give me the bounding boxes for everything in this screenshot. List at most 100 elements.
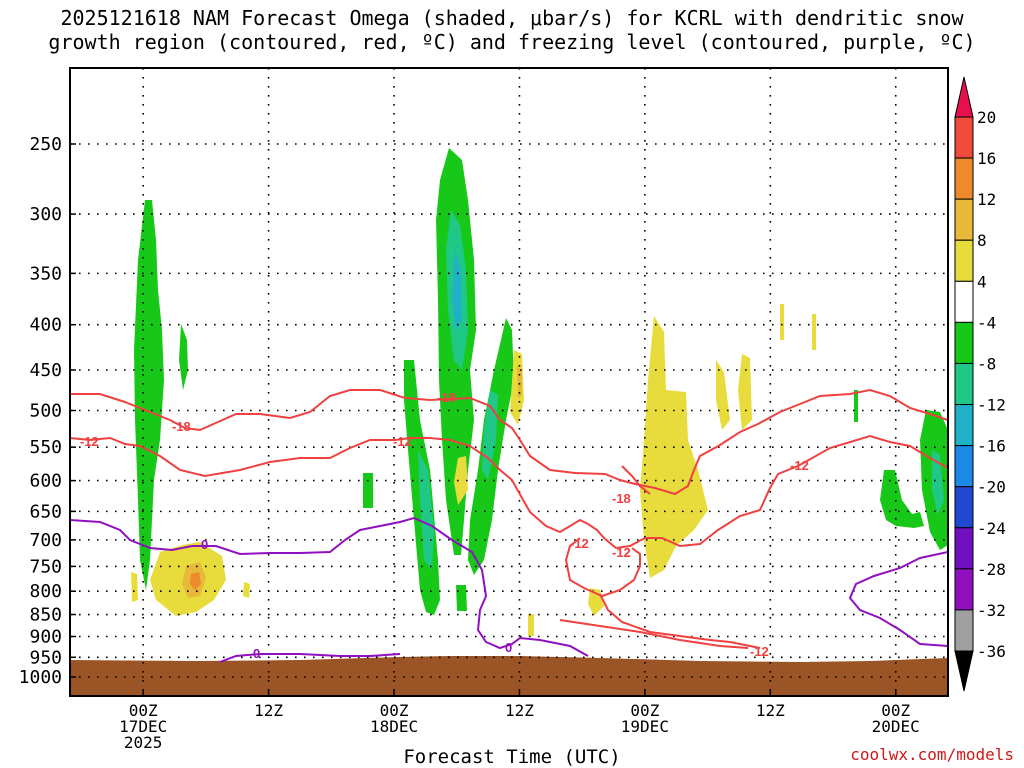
colorbar-swatch [954, 157, 974, 200]
colorbar-label: -32 [977, 601, 1006, 620]
omega-downward-area [716, 360, 730, 430]
y-tick-label: 550 [29, 437, 62, 458]
plot-frame [69, 67, 949, 697]
terrain-ground [70, 656, 948, 696]
dendritic-contour-label: -12 [612, 545, 631, 560]
omega-upward-area [854, 390, 858, 422]
dendritic-contour-label: -18 [612, 491, 631, 506]
omega-downward-area [131, 572, 138, 602]
omega-downward-area [454, 456, 468, 505]
colorbar-label: -4 [977, 313, 996, 332]
colorbar-swatch [954, 76, 974, 118]
omega-downward-area [780, 304, 784, 340]
chart-title: 2025121618 NAM Forecast Omega (shaded, μ… [0, 6, 1024, 54]
omega-upward-area [134, 200, 164, 590]
colorbar-label: -12 [977, 396, 1006, 415]
freezing-contour-line [219, 653, 401, 663]
colorbar-swatch [954, 198, 974, 241]
x-tick-label: 00Z [380, 701, 409, 720]
omega-upward-area [363, 473, 373, 508]
colorbar-label: -28 [977, 560, 1006, 579]
x-axis-title: Forecast Time (UTC) [403, 746, 621, 768]
y-tick-label: 250 [29, 134, 62, 155]
omega-downward-area [190, 572, 201, 590]
omega-upward-area [179, 324, 188, 390]
omega-downward-area [510, 350, 524, 425]
freezing-contour-line [848, 551, 948, 647]
y-tick-label: 1000 [19, 667, 62, 688]
y-tick-label: 350 [29, 263, 62, 284]
x-tick-label: 00Z [129, 701, 158, 720]
dendritic-contour-label: -12 [393, 434, 412, 449]
freezing-level-contours [70, 516, 948, 663]
x-tick-label: 00Z [881, 701, 910, 720]
y-tick-label: 900 [29, 626, 62, 647]
colorbar-label: 8 [977, 231, 987, 250]
colorbar-label: -24 [977, 519, 1006, 538]
omega-downward-area [243, 582, 250, 598]
x-tick-label: 19DEC [621, 717, 669, 736]
omega-downward-area [738, 354, 752, 430]
x-tick-label: 12Z [756, 701, 785, 720]
colorbar-label: 20 [977, 108, 996, 127]
colorbar-swatch [954, 609, 974, 652]
dendritic-contour-line [599, 593, 761, 649]
colorbar-swatch [954, 362, 974, 406]
freezing-contour-line [70, 516, 589, 657]
dendritic-contours [70, 388, 948, 649]
omega-upward-area [452, 250, 462, 330]
y-tick-label: 950 [29, 647, 62, 668]
y-tick-label: 850 [29, 605, 62, 626]
colorbar-swatch [954, 650, 974, 692]
x-tick-label: 12Z [254, 701, 283, 720]
chart-title-line1: 2025121618 NAM Forecast Omega (shaded, μ… [60, 6, 964, 30]
dendritic-contour-line [70, 434, 948, 550]
freezing-contour-label: 0 [505, 640, 512, 655]
colorbar-label: 12 [977, 190, 996, 209]
colorbar-swatch [954, 445, 974, 488]
omega-downward-area [588, 588, 604, 616]
omega-downward-area [517, 366, 522, 398]
omega-upward-area [880, 470, 924, 528]
y-axis: 2503003504004505005506006507007508008509… [19, 134, 76, 688]
colorbar-label: 4 [977, 272, 987, 291]
dendritic-contour-label: -12 [790, 458, 809, 473]
colorbar-swatch [954, 321, 974, 364]
omega-downward-area [812, 314, 816, 350]
colorbar-swatch [954, 239, 974, 282]
omega-upward-area [456, 585, 467, 611]
omega-shading [131, 148, 948, 636]
omega-upward-area [932, 450, 944, 515]
chart-title-line2: growth region (contoured, red, ºC) and f… [48, 30, 976, 54]
y-tick-label: 450 [29, 360, 62, 381]
colorbar-swatch [954, 486, 974, 529]
colorbar-swatch [954, 116, 974, 159]
colorbar-label: -20 [977, 478, 1006, 497]
colorbar-swatch [954, 280, 974, 323]
x-tick-label: 20DEC [872, 717, 920, 736]
omega-downward-area [528, 614, 534, 636]
dendritic-contour-line [70, 388, 948, 496]
y-tick-label: 800 [29, 581, 62, 602]
y-tick-label: 750 [29, 556, 62, 577]
colorbar-swatch [954, 404, 974, 447]
colorbar-swatch [954, 527, 974, 570]
colorbar-label: 16 [977, 149, 996, 168]
grid-lines [70, 68, 948, 696]
y-tick-label: 400 [29, 315, 62, 336]
dendritic-contour-label: -12 [80, 434, 99, 449]
colorbar: 20 16 12 8 4 -4 -8 -12 -16 -20 -24 -28 -32 -36 [954, 76, 1006, 692]
x-tick-label: 00Z [630, 701, 659, 720]
dendritic-contour-line [621, 465, 651, 495]
x-tick-label: 2025 [124, 733, 163, 752]
dendritic-contour-line [559, 619, 749, 649]
dendritic-contour-label: -18 [437, 390, 456, 405]
x-tick-label: 12Z [505, 701, 534, 720]
colorbar-label: -16 [977, 437, 1006, 456]
dendritic-contour-label: -18 [172, 419, 191, 434]
colorbar-swatch [954, 568, 974, 611]
freezing-contour-label: 0 [201, 537, 208, 552]
x-tick-label: 17DEC [119, 717, 167, 736]
